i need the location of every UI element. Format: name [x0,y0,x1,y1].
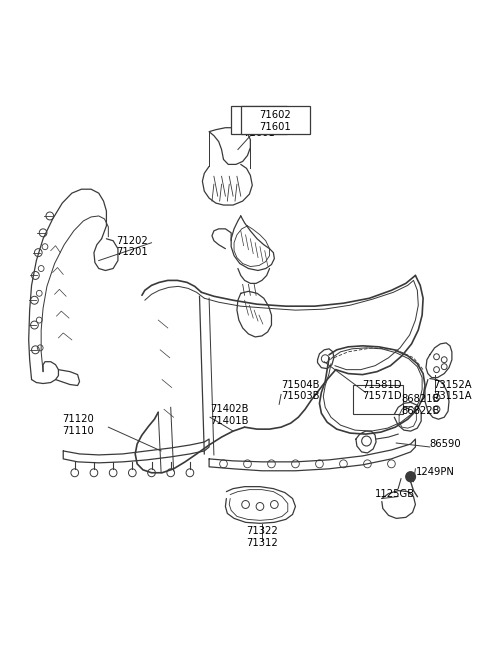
Text: 71504B
71503B: 71504B 71503B [281,380,320,401]
Text: 71602: 71602 [243,117,275,127]
Text: 71602: 71602 [259,110,291,120]
Text: 1125GB: 1125GB [375,489,415,499]
Text: 71322
71312: 71322 71312 [246,526,278,548]
Text: 71601: 71601 [243,128,275,138]
Text: 71581D
71571D: 71581D 71571D [362,380,402,401]
Text: 71402B
71401B: 71402B 71401B [210,404,249,426]
Text: 73152A
73151A: 73152A 73151A [432,380,471,401]
Text: 71601: 71601 [259,122,291,132]
Text: 71120
71110: 71120 71110 [62,414,94,436]
Bar [241,106,310,134]
Text: 1249PN: 1249PN [415,467,454,477]
Text: 86590: 86590 [430,439,461,449]
Text: 71202
71201: 71202 71201 [116,236,148,257]
Bar [231,106,287,134]
Circle shape [406,472,415,482]
Bar [353,384,403,414]
Text: 86821B
86822B: 86821B 86822B [401,394,440,416]
